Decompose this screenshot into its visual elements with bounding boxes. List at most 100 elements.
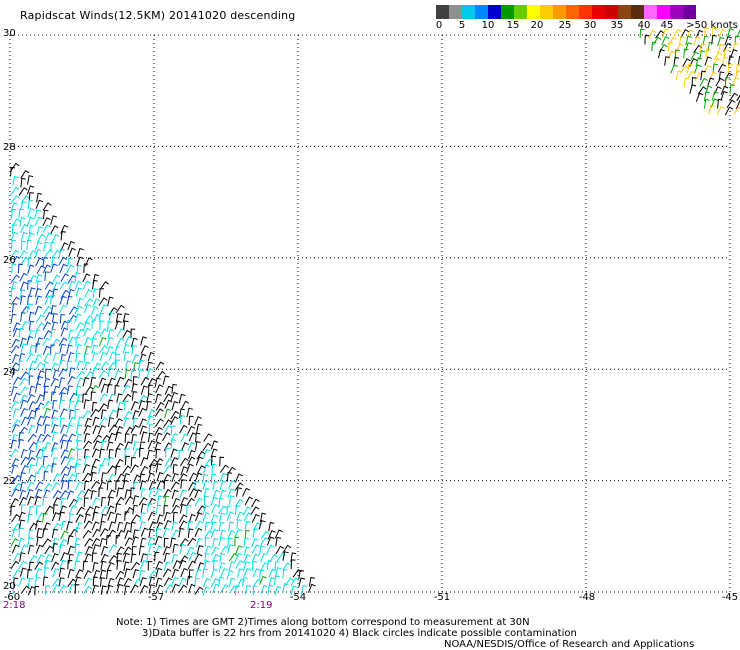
wind-barb bbox=[711, 34, 717, 45]
wind-barb bbox=[52, 489, 62, 499]
wind-barb bbox=[171, 529, 180, 539]
wind-barb bbox=[687, 63, 693, 74]
wind-barb bbox=[132, 504, 139, 515]
wind-barb bbox=[172, 560, 181, 570]
wind-barb bbox=[252, 561, 257, 571]
wind-barb bbox=[91, 344, 99, 355]
wind-barb bbox=[20, 200, 27, 211]
lat-label-20: 20 bbox=[3, 581, 16, 592]
wind-barb bbox=[116, 583, 124, 594]
wind-barb bbox=[163, 505, 169, 515]
wind-barb bbox=[52, 385, 60, 396]
wind-barb bbox=[51, 417, 58, 427]
wind-barb bbox=[90, 465, 97, 476]
wind-barb bbox=[114, 345, 121, 356]
wind-barb bbox=[680, 65, 690, 74]
wind-barb bbox=[43, 377, 51, 388]
wind-barb bbox=[712, 27, 718, 38]
wind-barb bbox=[194, 472, 203, 482]
wind-barb bbox=[155, 528, 162, 538]
wind-barb bbox=[76, 328, 85, 338]
wind-barb bbox=[75, 370, 86, 380]
wind-barb bbox=[82, 280, 92, 290]
wind-barb bbox=[58, 304, 68, 314]
wind-barb bbox=[668, 37, 677, 47]
wind-barb bbox=[35, 448, 44, 458]
wind-barb bbox=[139, 447, 144, 458]
wind-barb bbox=[194, 481, 200, 491]
wind-barb bbox=[58, 377, 66, 387]
wind-barb bbox=[26, 456, 36, 466]
wind-barb bbox=[100, 472, 107, 482]
wind-barb bbox=[721, 56, 729, 66]
wind-barb bbox=[68, 367, 75, 377]
wind-barb bbox=[101, 545, 109, 556]
wind-barb bbox=[236, 568, 244, 578]
wind-barb bbox=[10, 498, 19, 507]
time-label-start: 2:18 bbox=[3, 600, 26, 611]
wind-barb bbox=[170, 416, 179, 426]
wind-barb bbox=[695, 57, 703, 67]
wind-barb bbox=[251, 513, 260, 523]
wind-barb bbox=[74, 458, 82, 468]
wind-barb bbox=[99, 351, 108, 361]
wind-barb bbox=[212, 480, 219, 491]
wind-barb bbox=[35, 322, 45, 331]
wind-barb bbox=[123, 378, 133, 388]
wind-barb bbox=[90, 490, 97, 500]
wind-barb bbox=[19, 272, 28, 282]
wind-barb bbox=[228, 560, 236, 571]
wind-barb bbox=[42, 576, 49, 587]
wind-barb bbox=[736, 94, 740, 102]
wind-barb bbox=[35, 544, 44, 554]
wind-barb bbox=[163, 465, 173, 474]
wind-barb bbox=[163, 425, 173, 434]
wind-barb bbox=[717, 36, 725, 47]
wind-barb bbox=[27, 513, 33, 524]
wind-barb bbox=[51, 552, 59, 563]
wind-barb bbox=[11, 353, 20, 364]
wind-barb bbox=[197, 562, 205, 572]
wind-barb bbox=[42, 209, 49, 220]
wind-barb bbox=[171, 401, 179, 411]
wind-barb bbox=[44, 441, 52, 452]
wind-barb bbox=[131, 354, 140, 364]
wind-barb bbox=[202, 505, 210, 515]
wind-barb bbox=[76, 448, 82, 459]
wind-barb bbox=[98, 336, 107, 347]
wind-barb bbox=[155, 521, 164, 532]
wind-barb bbox=[219, 553, 226, 563]
wind-barb bbox=[290, 552, 297, 562]
wind-barb bbox=[116, 337, 125, 347]
wind-barb bbox=[13, 482, 23, 491]
wind-barb bbox=[148, 576, 156, 586]
wind-barb bbox=[44, 567, 50, 577]
wind-barb bbox=[19, 281, 28, 291]
wind-barb bbox=[20, 544, 29, 554]
wind-barb bbox=[202, 586, 210, 596]
wind-barb bbox=[716, 106, 725, 116]
wind-barb bbox=[194, 512, 203, 522]
wind-barb bbox=[186, 463, 194, 473]
wind-barb bbox=[82, 273, 91, 283]
wind-barb bbox=[90, 385, 99, 394]
wind-barb bbox=[26, 488, 34, 499]
wind-barb bbox=[704, 56, 712, 66]
wind-barb bbox=[91, 521, 100, 531]
wind-barb bbox=[68, 306, 78, 315]
colorbar-segment bbox=[488, 5, 501, 19]
wind-barb bbox=[10, 231, 19, 241]
wind-barb bbox=[204, 553, 210, 563]
wind-barb bbox=[170, 391, 178, 402]
credit-line: NOAA/NESDIS/Office of Research and Appli… bbox=[444, 639, 695, 650]
wind-barb bbox=[123, 521, 131, 532]
wind-barb bbox=[227, 488, 235, 498]
wind-barb bbox=[75, 385, 82, 396]
wind-barb bbox=[154, 545, 163, 555]
wind-barb bbox=[44, 271, 50, 281]
wind-barb bbox=[99, 345, 108, 354]
wind-barb bbox=[91, 352, 99, 362]
colorbar-label: >50 knots bbox=[686, 20, 738, 31]
lat-label-28: 28 bbox=[3, 142, 16, 153]
wind-barb bbox=[43, 471, 49, 481]
